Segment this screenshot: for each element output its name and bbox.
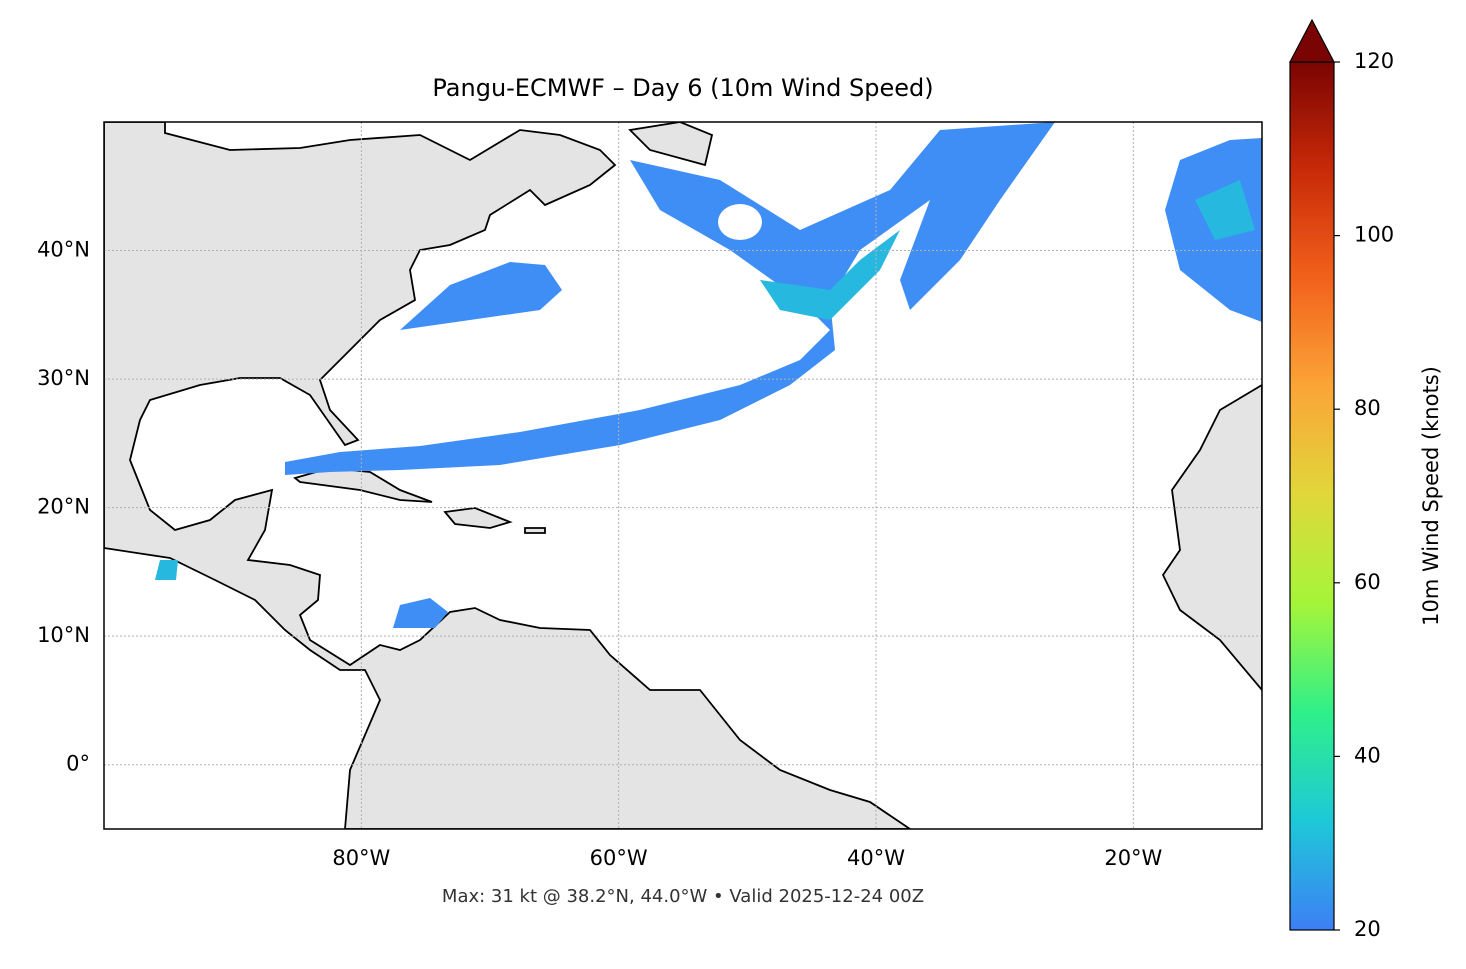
colorbar	[1289, 61, 1335, 931]
americas	[104, 122, 912, 829]
wind-swath	[155, 560, 178, 580]
wind-core	[760, 230, 900, 320]
grid	[104, 122, 1262, 829]
x-tick-label: 60°W	[590, 846, 648, 870]
colorbar-extend	[1289, 18, 1335, 63]
x-tick-label: 40°W	[847, 846, 905, 870]
footer-note: Max: 31 kt @ 38.2°N, 44.0°W • Valid 2025…	[442, 886, 924, 907]
colorbar-tick-label: 20	[1354, 917, 1381, 941]
colorbar-tick-label: 40	[1354, 743, 1381, 767]
y-tick-label: 10°N	[37, 623, 90, 647]
africa	[1161, 383, 1262, 692]
axes-frame	[103, 121, 1263, 830]
colorbar-label: 10m Wind Speed (knots)	[1419, 366, 1443, 626]
chart-title: Pangu-ECMWF – Day 6 (10m Wind Speed)	[432, 74, 933, 102]
hispaniola	[443, 507, 513, 529]
y-tick-label: 20°N	[37, 495, 90, 519]
colorbar-tick-label: 80	[1354, 396, 1381, 420]
x-tick-label: 20°W	[1104, 846, 1162, 870]
wind-swath	[285, 122, 1055, 475]
x-tick-label: 80°W	[332, 846, 390, 870]
colorbar-tick-label: 120	[1354, 49, 1394, 73]
newfoundland	[628, 122, 714, 167]
colorbar-tick-label: 100	[1354, 223, 1394, 247]
map-layer	[104, 122, 1262, 829]
wind-swath	[400, 262, 562, 330]
calm-area	[718, 204, 762, 240]
wind-swath	[393, 598, 448, 628]
colorbar-tick-label: 60	[1354, 570, 1381, 594]
wind-core	[1195, 180, 1255, 240]
y-tick-label: 40°N	[37, 238, 90, 262]
y-tick-label: 0°	[66, 752, 90, 776]
y-tick-label: 30°N	[37, 366, 90, 390]
puerto-rico	[524, 527, 546, 534]
